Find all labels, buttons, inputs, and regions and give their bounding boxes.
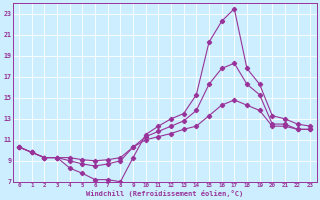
X-axis label: Windchill (Refroidissement éolien,°C): Windchill (Refroidissement éolien,°C): [86, 190, 243, 197]
